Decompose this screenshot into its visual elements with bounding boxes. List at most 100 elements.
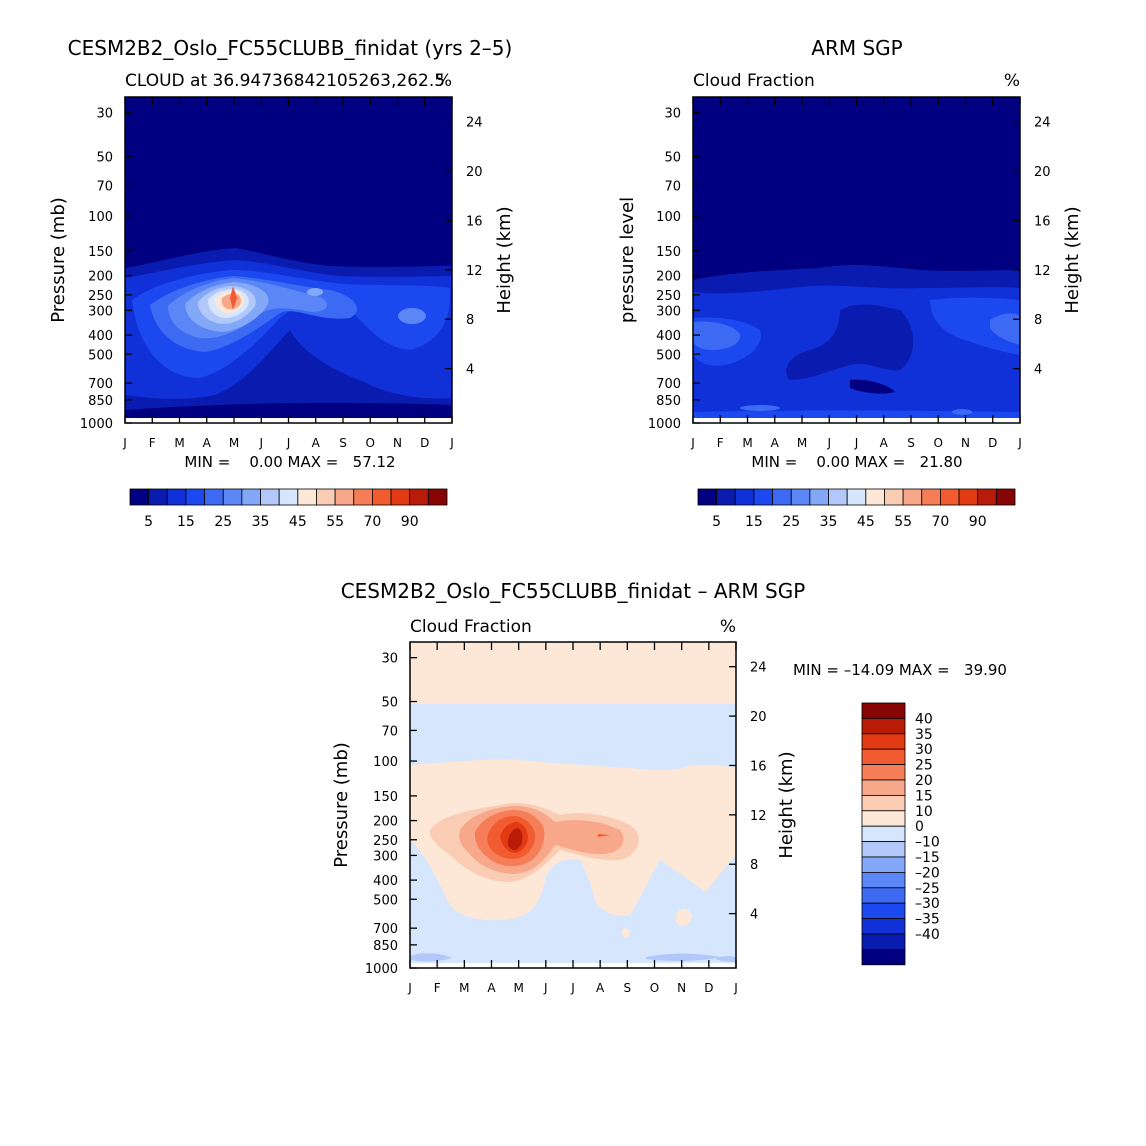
colorbar-swatch bbox=[828, 488, 848, 506]
panel3-dec-negative-patch bbox=[715, 956, 736, 962]
pressure-tick-label: 1000 bbox=[365, 962, 398, 977]
pressure-tick-label: 400 bbox=[656, 329, 681, 344]
colorbar-label: 30 bbox=[915, 742, 933, 758]
height-tick-label: 8 bbox=[466, 313, 474, 328]
colorbar-label: 15 bbox=[745, 514, 763, 530]
panel2-spring-surface-patch bbox=[740, 405, 780, 411]
colorbar-swatch bbox=[409, 488, 429, 506]
month-tick-label: N bbox=[961, 436, 970, 450]
month-tick-label: A bbox=[596, 981, 605, 995]
colorbar-swatch bbox=[861, 949, 906, 966]
pressure-tick-label: 500 bbox=[88, 348, 113, 363]
colorbar-swatch bbox=[861, 748, 906, 766]
colorbar-swatch bbox=[977, 488, 997, 506]
colorbar-swatch bbox=[861, 779, 906, 796]
colorbar-swatch bbox=[865, 488, 885, 506]
pressure-tick-label: 250 bbox=[88, 289, 113, 304]
colorbar-label: 35 bbox=[252, 514, 270, 530]
panel1-height-ticks: 24 20 16 12 8 4 bbox=[445, 116, 483, 378]
month-tick-label: J bbox=[122, 436, 127, 450]
month-tick-label: N bbox=[393, 436, 402, 450]
colorbar-label: 35 bbox=[820, 514, 838, 530]
pressure-tick-label: 250 bbox=[373, 834, 398, 849]
month-tick-label: A bbox=[312, 436, 321, 450]
panel2-units: % bbox=[1004, 71, 1020, 91]
panel2-title: ARM SGP bbox=[811, 36, 902, 60]
month-tick-label: F bbox=[717, 436, 724, 450]
panel3-strat-positive-band bbox=[410, 642, 736, 704]
pressure-tick-label: 200 bbox=[656, 270, 681, 285]
month-tick-label: S bbox=[339, 436, 347, 450]
pressure-tick-label: 300 bbox=[656, 304, 681, 319]
month-tick-label: N bbox=[677, 981, 686, 995]
pressure-tick-label: 700 bbox=[373, 922, 398, 937]
colorbar-swatch bbox=[772, 488, 792, 506]
panel2-autumn-surface-patch bbox=[952, 409, 972, 415]
colorbar-swatch bbox=[921, 488, 941, 506]
month-tick-label: M bbox=[174, 436, 184, 450]
colorbar-label: –30 bbox=[915, 896, 940, 912]
colorbar-label: 25 bbox=[915, 758, 933, 774]
panel3-small-positive-patch bbox=[621, 928, 630, 938]
height-tick-label: 12 bbox=[1034, 264, 1051, 279]
pressure-tick-label: 100 bbox=[88, 210, 113, 225]
colorbar-swatch bbox=[716, 488, 736, 506]
pressure-tick-label: 30 bbox=[664, 107, 681, 122]
pressure-tick-label: 850 bbox=[88, 394, 113, 409]
colorbar-swatch bbox=[697, 488, 718, 506]
colorbar-swatch bbox=[861, 902, 906, 920]
panel1-secondary-max bbox=[307, 288, 323, 296]
colorbar-label: 90 bbox=[401, 514, 419, 530]
month-tick-label: D bbox=[420, 436, 429, 450]
colorbar-swatch bbox=[940, 488, 960, 506]
panel2-jan-core bbox=[693, 321, 741, 350]
month-tick-label: S bbox=[624, 981, 632, 995]
month-tick-label: J bbox=[543, 981, 548, 995]
colorbar-label: 25 bbox=[782, 514, 800, 530]
panel3-oct-negative-patch bbox=[646, 953, 720, 962]
colorbar-label: 45 bbox=[857, 514, 875, 530]
colorbar-label: –35 bbox=[915, 912, 940, 928]
height-tick-label: 4 bbox=[750, 908, 758, 923]
colorbar-label: –10 bbox=[915, 835, 940, 851]
colorbar-swatch bbox=[260, 488, 280, 506]
pressure-tick-label: 850 bbox=[373, 939, 398, 954]
colorbar-label: 25 bbox=[214, 514, 232, 530]
colorbar-swatch bbox=[427, 488, 448, 506]
panel2-dec-core bbox=[990, 313, 1020, 345]
height-tick-label: 20 bbox=[466, 165, 483, 180]
colorbar-swatch bbox=[861, 856, 906, 873]
pressure-tick-label: 700 bbox=[656, 377, 681, 392]
colorbar-swatch bbox=[278, 488, 299, 506]
pressure-tick-label: 250 bbox=[656, 289, 681, 304]
colorbar-swatch bbox=[734, 488, 755, 506]
panel3-contours bbox=[410, 642, 736, 968]
pressure-tick-label: 400 bbox=[373, 874, 398, 889]
height-tick-label: 8 bbox=[1034, 313, 1042, 328]
panel1-units: % bbox=[436, 71, 452, 91]
month-tick-label: J bbox=[1017, 436, 1022, 450]
height-tick-label: 12 bbox=[466, 264, 483, 279]
colorbar-swatch bbox=[861, 733, 906, 750]
colorbar-swatch bbox=[372, 488, 392, 506]
month-tick-label: D bbox=[704, 981, 713, 995]
colorbar-swatch bbox=[861, 810, 906, 827]
panel2-colorbar: 5 15 25 35 45 55 70 90 bbox=[697, 488, 1016, 530]
colorbar-label: 5 bbox=[712, 514, 721, 530]
pressure-tick-label: 30 bbox=[96, 107, 113, 122]
panel3-units: % bbox=[720, 617, 736, 637]
height-tick-label: 16 bbox=[1034, 214, 1051, 229]
colorbar-swatch bbox=[334, 488, 355, 506]
colorbar-swatch bbox=[148, 488, 168, 506]
colorbar-swatch bbox=[861, 841, 906, 858]
month-tick-label: O bbox=[366, 436, 375, 450]
colorbar-label: 45 bbox=[289, 514, 307, 530]
panel2-subtitle: Cloud Fraction bbox=[693, 71, 815, 91]
panel2-mid-low-cloud bbox=[786, 304, 914, 380]
pressure-tick-label: 500 bbox=[656, 348, 681, 363]
